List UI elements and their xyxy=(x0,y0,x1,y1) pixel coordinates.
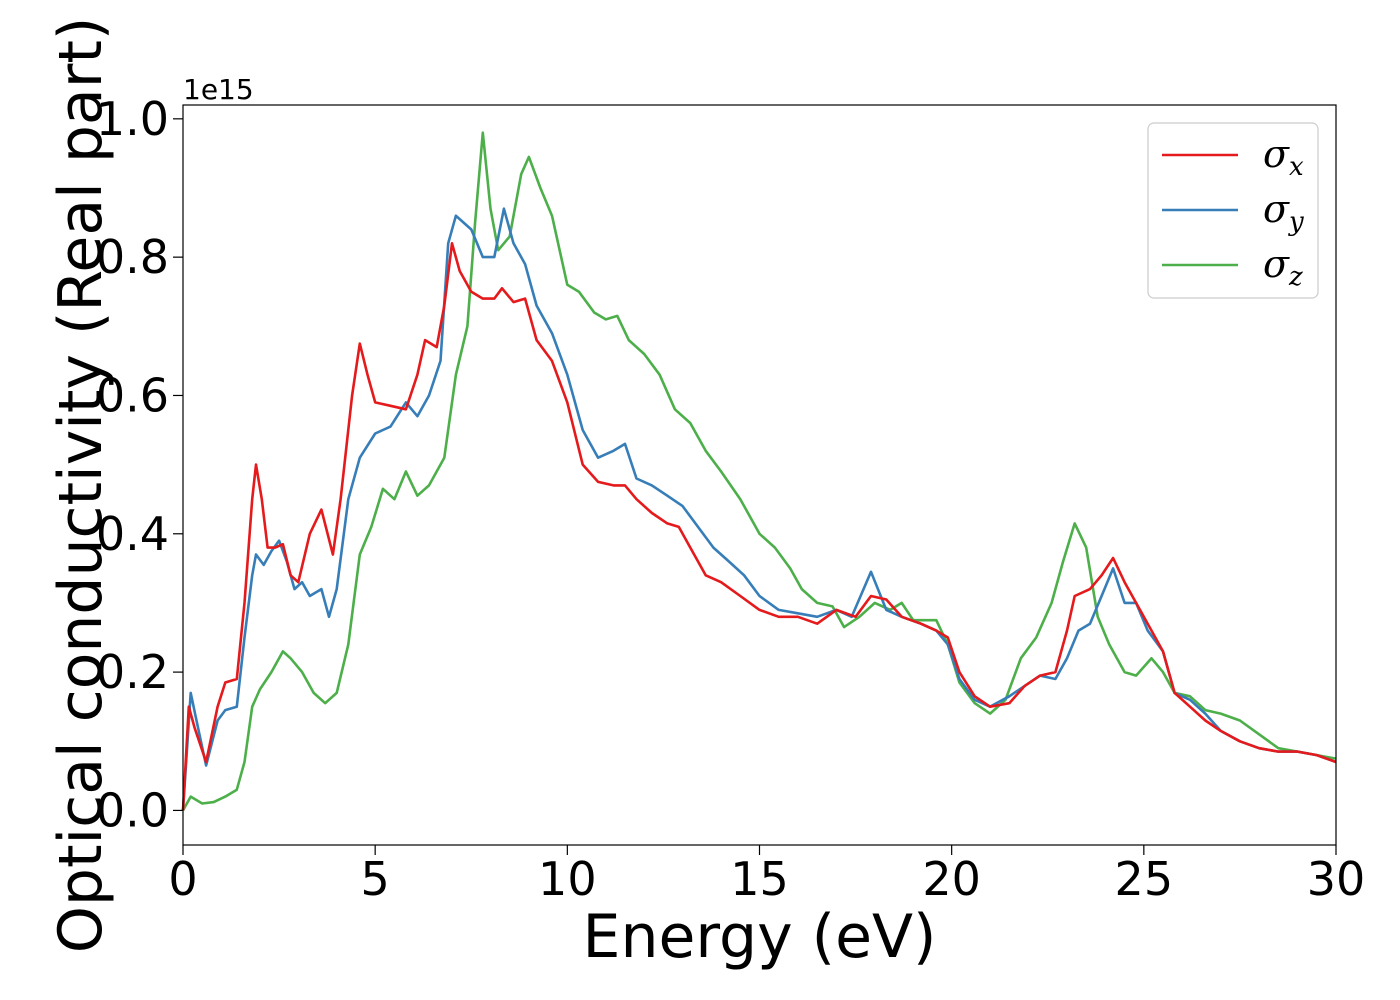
y-axis-label: Optical conductivity (Real part) xyxy=(46,17,116,954)
legend-label-x: σx xyxy=(1263,132,1304,182)
series-layer xyxy=(181,131,1337,812)
x-axis-label: Energy (eV) xyxy=(583,902,937,972)
x-axis-ticks: 0 5 10 15 20 25 30 xyxy=(168,845,1365,906)
x-tick-label: 25 xyxy=(1115,852,1174,906)
y-tick-label: 0.0 xyxy=(96,783,169,837)
y-tick-label: 1.0 xyxy=(96,92,169,146)
y-offset-text: 1e15 xyxy=(183,73,254,106)
series-line-y xyxy=(181,207,1337,811)
x-tick-label: 15 xyxy=(730,852,789,906)
x-tick-label: 0 xyxy=(168,852,197,906)
y-axis-ticks: 0.0 0.2 0.4 0.6 0.8 1.0 xyxy=(96,92,183,837)
x-tick-label: 10 xyxy=(538,852,597,906)
legend-label-y: σy xyxy=(1263,187,1304,237)
x-tick-label: 20 xyxy=(922,852,981,906)
y-tick-label: 0.2 xyxy=(96,645,169,699)
x-tick-label: 5 xyxy=(361,852,390,906)
y-tick-label: 0.6 xyxy=(96,368,169,422)
series-line-x xyxy=(181,242,1337,811)
x-tick-label: 30 xyxy=(1307,852,1366,906)
legend-label-z: σz xyxy=(1263,242,1303,292)
series-line-z xyxy=(181,131,1337,812)
y-tick-label: 0.8 xyxy=(96,230,169,284)
y-tick-label: 0.4 xyxy=(96,507,169,561)
